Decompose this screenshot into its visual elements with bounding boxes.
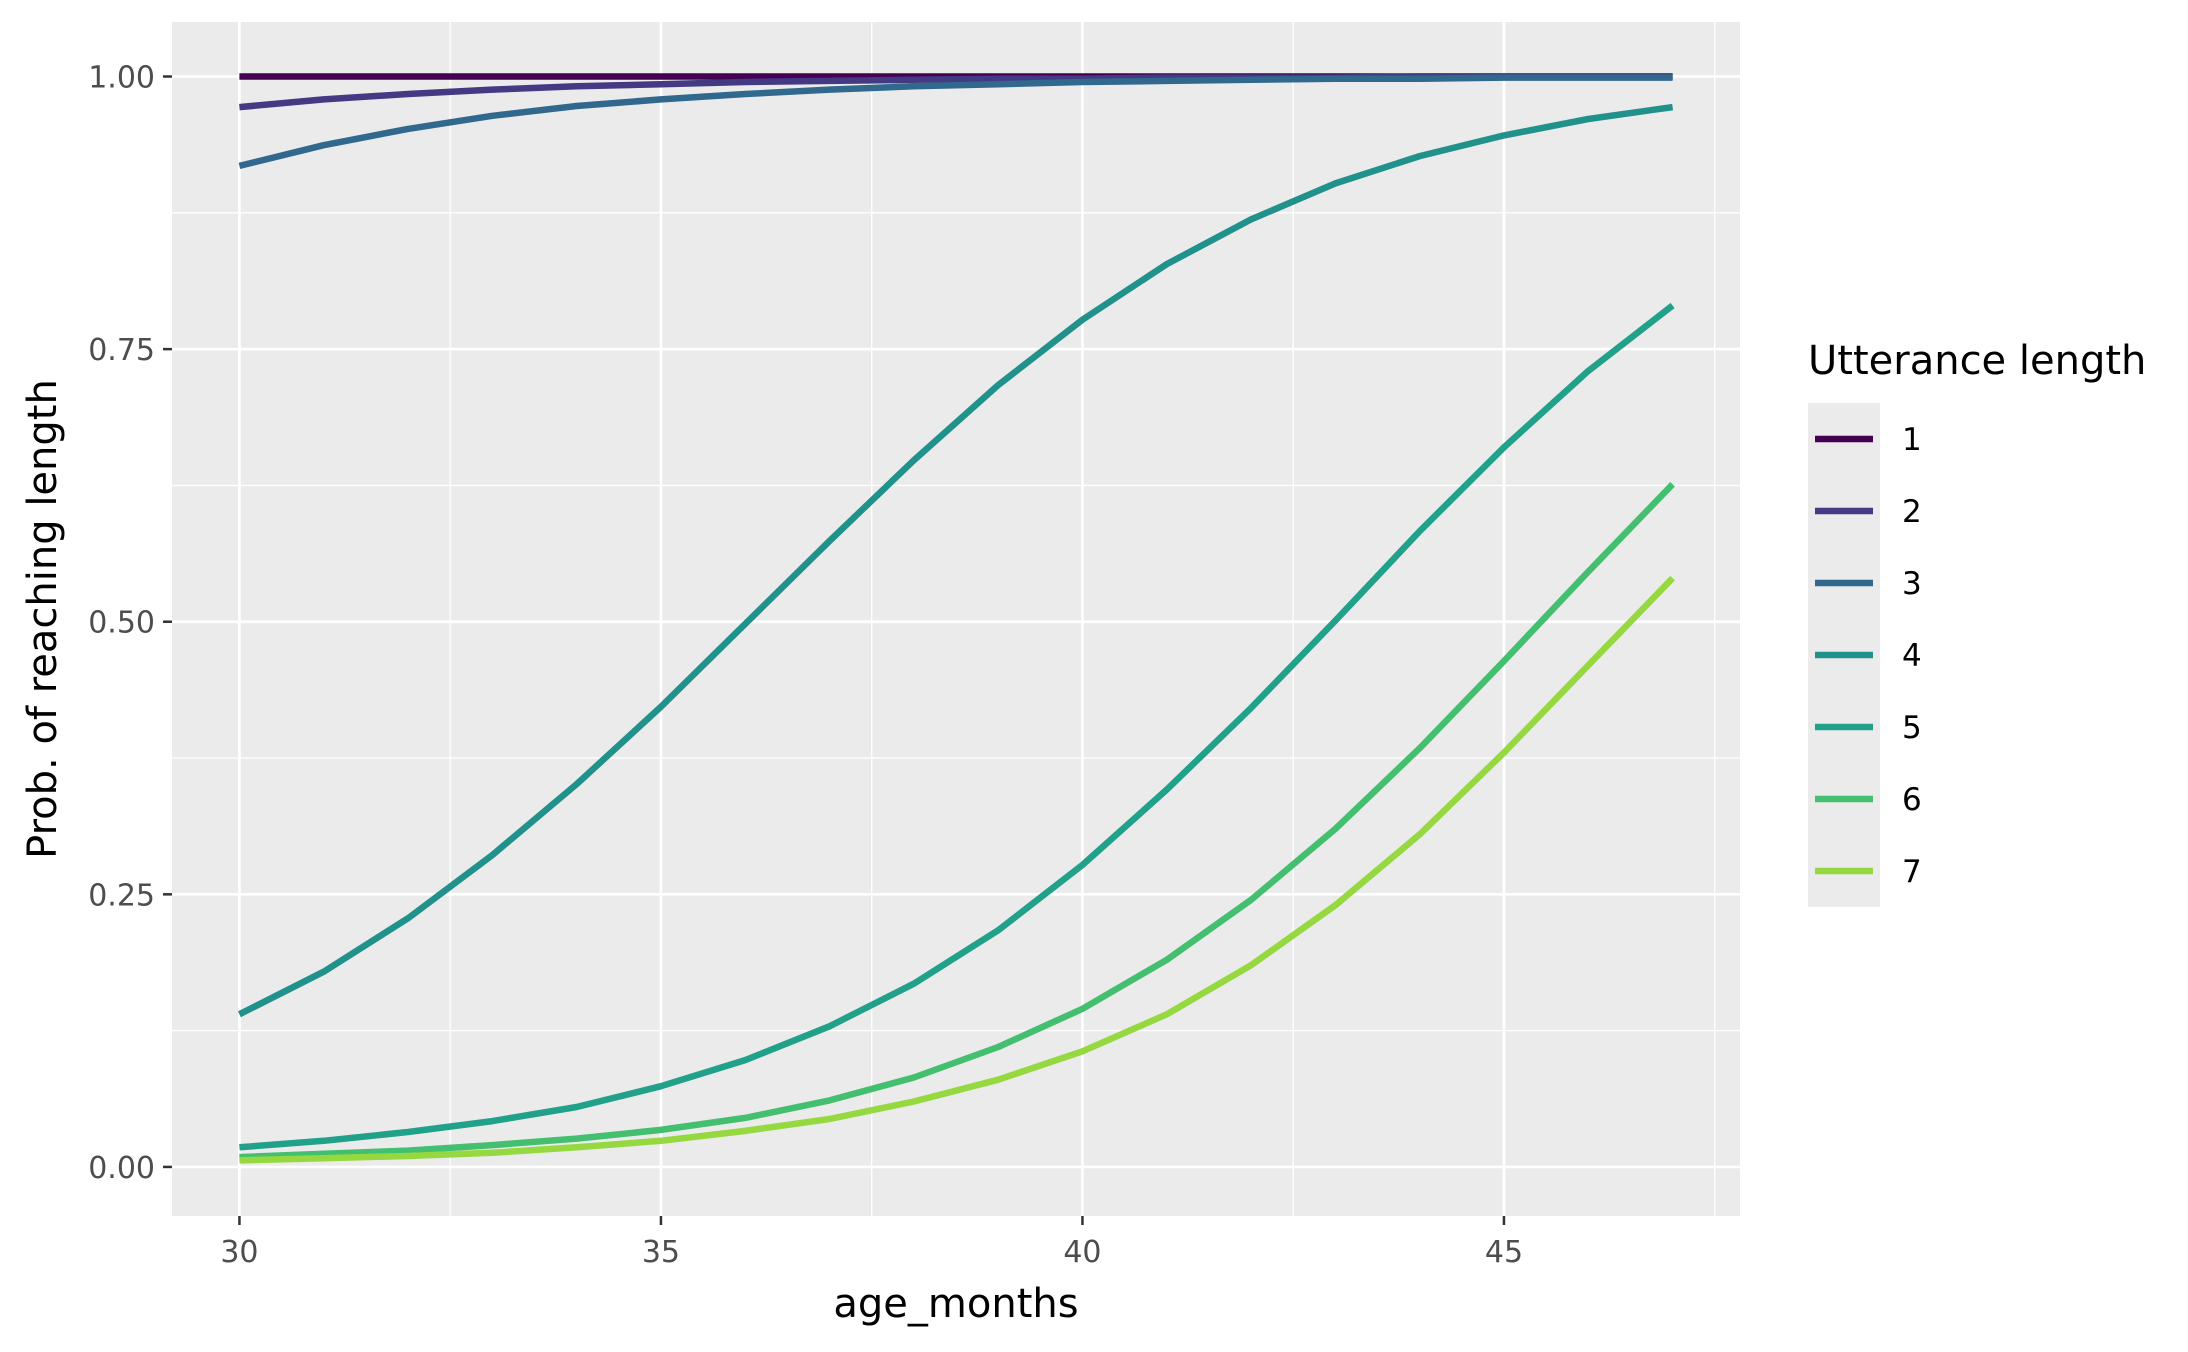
x-tick-label: 35 xyxy=(642,1235,680,1270)
legend-label-2: 2 xyxy=(1902,494,1922,530)
x-axis: 30 35 40 45 xyxy=(220,1216,1523,1270)
series-lines xyxy=(237,73,1675,1164)
y-axis: 0.00 0.25 0.50 0.75 1.00 xyxy=(88,61,172,1186)
y-axis-title: Prob. of reaching length xyxy=(20,379,66,859)
legend-label-3: 3 xyxy=(1902,566,1922,602)
legend-label-1: 1 xyxy=(1902,422,1922,458)
legend-label-5: 5 xyxy=(1902,710,1922,746)
legend: Utterance length 1 2 3 4 5 6 7 xyxy=(1808,338,2146,907)
legend-label-4: 4 xyxy=(1902,638,1922,674)
y-tick-label: 0.25 xyxy=(88,878,155,913)
series-line-5 xyxy=(239,302,1675,1151)
legend-label-7: 7 xyxy=(1902,854,1922,890)
series-line-3 xyxy=(238,74,1673,170)
x-tick-label: 30 xyxy=(220,1235,258,1270)
grid-minor xyxy=(172,22,1740,1216)
series-line-7 xyxy=(239,575,1675,1164)
y-tick-label: 1.00 xyxy=(88,61,155,96)
x-axis-title: age_months xyxy=(833,1281,1078,1327)
series-line-4 xyxy=(237,103,1674,1018)
series-line-6 xyxy=(239,482,1675,1161)
legend-label-6: 6 xyxy=(1902,782,1922,818)
y-tick-label: 0.00 xyxy=(88,1151,155,1186)
legend-title: Utterance length xyxy=(1808,338,2146,384)
x-tick-label: 45 xyxy=(1485,1235,1523,1270)
y-tick-label: 0.75 xyxy=(88,333,155,368)
plot-panel xyxy=(172,22,1740,1216)
x-tick-label: 40 xyxy=(1063,1235,1101,1270)
legend-items: 1 2 3 4 5 6 7 xyxy=(1815,422,1922,890)
y-tick-label: 0.50 xyxy=(88,606,155,641)
